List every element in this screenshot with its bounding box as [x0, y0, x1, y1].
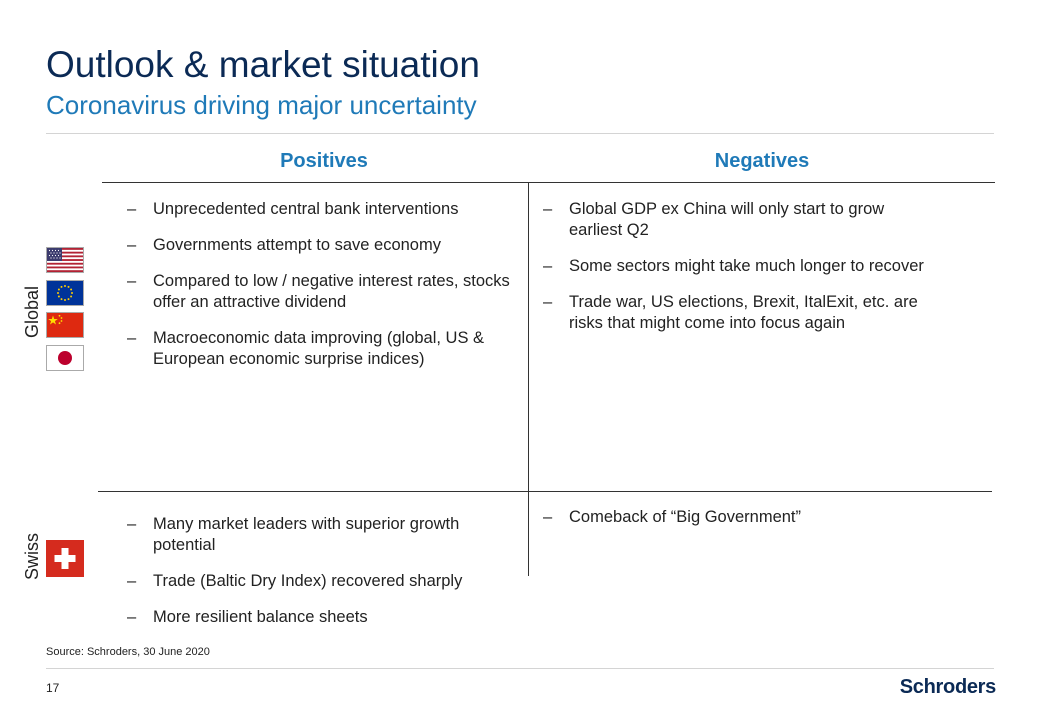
- positives-header: Positives: [280, 150, 368, 172]
- list-item: Trade war, US elections, Brexit, ItalExi…: [543, 292, 938, 334]
- column-divider: [528, 183, 529, 576]
- list-item: Some sectors might take much longer to r…: [543, 256, 938, 277]
- title-divider: [46, 133, 994, 134]
- china-flag-icon: [46, 312, 84, 338]
- eu-flag-icon: [46, 280, 84, 306]
- footer-divider: [46, 668, 994, 669]
- switzerland-flag-icon: [46, 540, 84, 577]
- list-item: Unprecedented central bank interventions: [127, 199, 522, 220]
- source-note: Source: Schroders, 30 June 2020: [46, 646, 210, 658]
- list-item: Many market leaders with superior growth…: [127, 514, 522, 556]
- us-flag-icon: [46, 247, 84, 273]
- japan-flag-icon: [46, 345, 84, 371]
- row-divider: [98, 491, 992, 492]
- negatives-header: Negatives: [714, 150, 810, 172]
- swiss-positives-list: Many market leaders with superior growth…: [127, 514, 522, 643]
- global-positives-list: Unprecedented central bank interventions…: [127, 199, 522, 385]
- list-item: Global GDP ex China will only start to g…: [543, 199, 938, 241]
- list-item: More resilient balance sheets: [127, 607, 522, 628]
- list-item: Compared to low / negative interest rate…: [127, 271, 522, 313]
- slide-subtitle: Coronavirus driving major uncertainty: [46, 90, 477, 120]
- list-item: Macroeconomic data improving (global, US…: [127, 328, 522, 370]
- slide-title: Outlook & market situation: [46, 44, 480, 85]
- list-item: Governments attempt to save economy: [127, 235, 522, 256]
- global-negatives-list: Global GDP ex China will only start to g…: [543, 199, 938, 349]
- schroders-logo: Schroders: [899, 676, 997, 698]
- header-rule: [102, 182, 995, 183]
- swiss-negatives-list: Comeback of “Big Government”: [543, 507, 938, 543]
- row-label-global: Global: [22, 285, 42, 338]
- list-item: Trade (Baltic Dry Index) recovered sharp…: [127, 571, 522, 592]
- page-number: 17: [46, 681, 60, 695]
- list-item: Comeback of “Big Government”: [543, 507, 938, 528]
- row-label-swiss: Swiss: [22, 532, 42, 580]
